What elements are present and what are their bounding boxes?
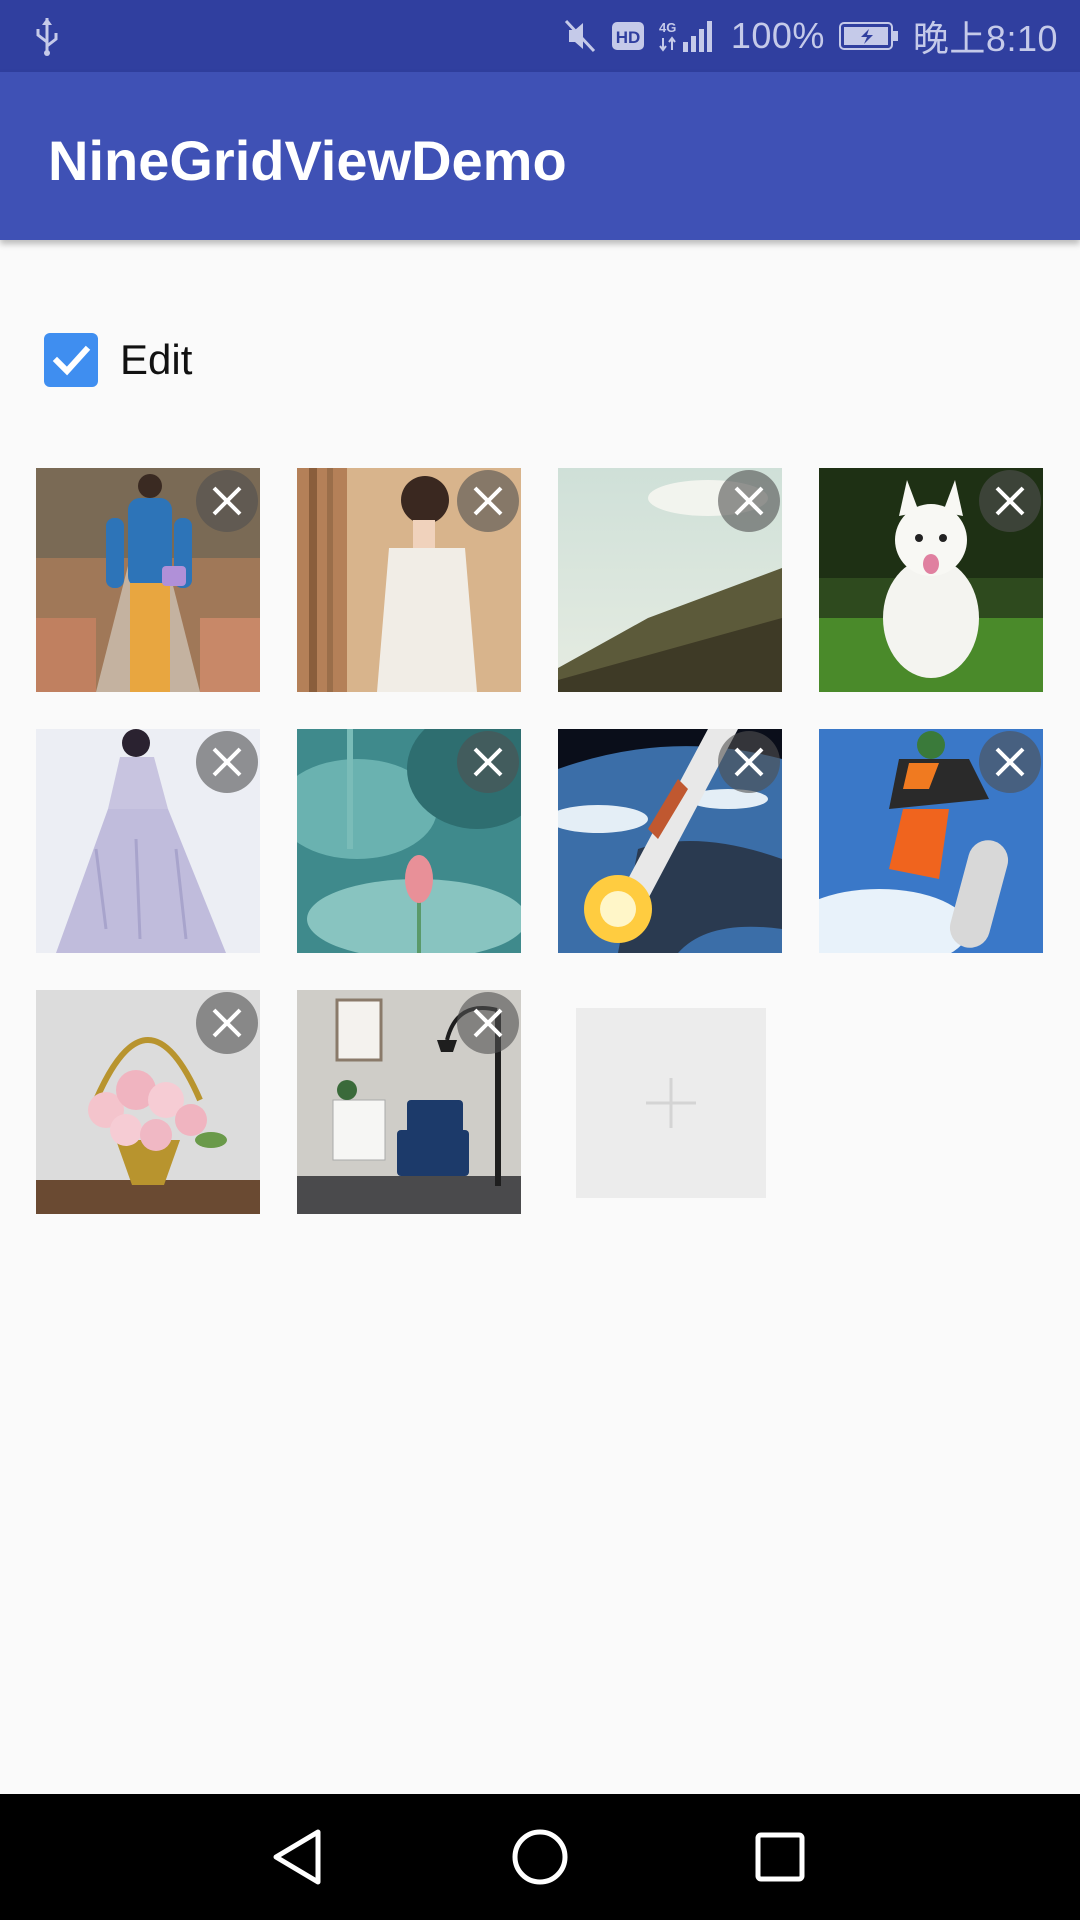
photo-item[interactable] xyxy=(558,729,782,953)
close-icon xyxy=(473,747,503,777)
status-bar: HD 4G 100% 晚上8:10 xyxy=(0,0,1080,72)
delete-button[interactable] xyxy=(718,470,780,532)
close-icon xyxy=(473,486,503,516)
app-title: NineGridViewDemo xyxy=(48,129,567,192)
4g-signal-icon: 4G xyxy=(659,18,717,54)
check-icon xyxy=(52,345,91,376)
close-icon xyxy=(473,1008,503,1038)
back-button[interactable] xyxy=(264,1824,330,1890)
photo-item[interactable] xyxy=(819,468,1043,692)
close-icon xyxy=(734,747,764,777)
plus-icon xyxy=(646,1078,696,1128)
close-icon xyxy=(995,486,1025,516)
photo-item[interactable] xyxy=(36,990,260,1214)
photo-rocket xyxy=(558,729,782,953)
photo-grassy-hill xyxy=(558,468,782,692)
svg-text:4G: 4G xyxy=(659,20,676,35)
delete-button[interactable] xyxy=(718,731,780,793)
hd-icon: HD xyxy=(611,21,645,51)
photo-item[interactable] xyxy=(36,468,260,692)
edit-toggle[interactable]: Edit xyxy=(44,332,192,388)
delete-button[interactable] xyxy=(457,992,519,1054)
usb-icon xyxy=(36,18,58,56)
back-icon xyxy=(273,1829,321,1885)
clock: 晚上8:10 xyxy=(912,18,1058,59)
svg-text:HD: HD xyxy=(616,28,641,47)
app-bar: NineGridViewDemo xyxy=(0,72,1080,240)
add-photo-button[interactable] xyxy=(576,1008,766,1198)
edit-label: Edit xyxy=(120,336,193,383)
photo-item[interactable] xyxy=(297,990,521,1214)
close-icon xyxy=(995,747,1025,777)
photo-item[interactable] xyxy=(558,468,782,692)
delete-button[interactable] xyxy=(979,470,1041,532)
edit-checkbox[interactable] xyxy=(44,333,98,387)
recents-button[interactable] xyxy=(747,1824,813,1890)
photo-item[interactable] xyxy=(36,729,260,953)
photo-item[interactable] xyxy=(297,729,521,953)
navigation-bar xyxy=(0,1794,1080,1920)
delete-button[interactable] xyxy=(196,992,258,1054)
home-icon xyxy=(512,1829,568,1885)
delete-button[interactable] xyxy=(979,731,1041,793)
delete-button[interactable] xyxy=(457,470,519,532)
delete-button[interactable] xyxy=(196,731,258,793)
photo-item[interactable] xyxy=(297,468,521,692)
delete-button[interactable] xyxy=(196,470,258,532)
close-icon xyxy=(212,1008,242,1038)
recents-icon xyxy=(755,1832,805,1882)
close-icon xyxy=(212,747,242,777)
close-icon xyxy=(212,486,242,516)
photo-item[interactable] xyxy=(819,729,1043,953)
battery-icon xyxy=(838,21,899,51)
close-icon xyxy=(734,486,764,516)
delete-button[interactable] xyxy=(457,731,519,793)
battery-percent: 100% xyxy=(730,15,825,56)
mute-icon xyxy=(563,18,597,54)
home-button[interactable] xyxy=(507,1824,573,1890)
